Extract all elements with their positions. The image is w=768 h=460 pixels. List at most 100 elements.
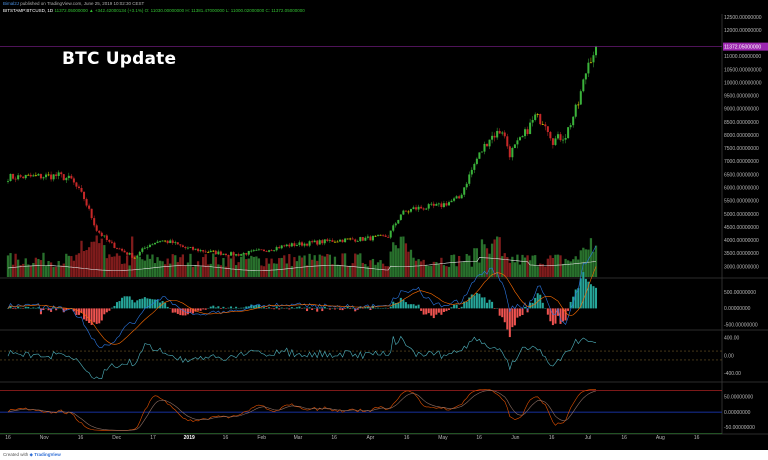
macd-histogram-bar — [480, 297, 483, 309]
volume-bar — [194, 265, 197, 277]
volume-bar — [371, 258, 375, 277]
candle-body — [161, 240, 164, 242]
oscillator-line — [7, 335, 597, 380]
volume-bar — [87, 247, 91, 277]
macd-histogram-bar — [17, 306, 20, 309]
volume-bar — [407, 251, 410, 277]
tradingview-brand[interactable]: TradingView — [34, 452, 61, 457]
volume-bar — [460, 262, 463, 277]
candle-body — [420, 206, 423, 209]
volume-bar — [546, 258, 549, 277]
volume-bar — [442, 265, 446, 277]
macd-histogram-bar — [141, 298, 144, 309]
candle-body — [333, 241, 336, 243]
candle-body — [493, 135, 496, 138]
macd-histogram-bar — [153, 299, 157, 309]
candle-body — [529, 122, 532, 135]
volume-bar — [488, 253, 491, 277]
macd-histogram-bar — [288, 308, 291, 310]
candle-body — [483, 143, 486, 152]
macd-histogram-bar — [402, 299, 405, 309]
volume-bar — [445, 266, 448, 277]
macd-histogram-bar — [346, 306, 349, 309]
volume-bar — [539, 263, 542, 277]
macd-histogram-bar — [19, 307, 22, 309]
volume-bar — [153, 263, 157, 277]
macd-histogram-bar — [65, 308, 68, 311]
volume-bar — [356, 254, 359, 277]
macd-histogram-bar — [113, 305, 116, 309]
volume-bar — [141, 259, 144, 277]
macd-histogram-bar — [349, 308, 352, 310]
macd-histogram-bar — [159, 302, 162, 309]
author-link[interactable]: Bimal2J — [3, 1, 20, 6]
candle-body — [392, 225, 395, 231]
macd-histogram-bar — [328, 308, 331, 310]
macd-histogram-bar — [377, 307, 380, 309]
candle-body — [351, 238, 354, 240]
volume-bar — [234, 265, 238, 277]
candle-body — [377, 234, 380, 236]
candle-body — [531, 119, 534, 123]
macd-histogram-bar — [397, 302, 400, 309]
volume-bar — [490, 243, 494, 277]
macd-histogram-bar — [432, 308, 435, 319]
candle-body — [247, 250, 250, 255]
macd-histogram-bar — [339, 308, 342, 310]
macd-histogram-bar — [501, 308, 504, 318]
candle-body — [589, 62, 592, 64]
stoch-k-line — [7, 389, 597, 431]
macd-histogram-bar — [98, 308, 101, 324]
price-tick-label: 9500.00000000 — [724, 94, 759, 100]
candle-body — [359, 237, 362, 242]
time-tick-label: Nov — [40, 435, 49, 441]
macd-histogram-bar — [364, 307, 367, 309]
volume-bar — [528, 260, 532, 277]
volume-bar — [16, 259, 20, 277]
candle-body — [52, 174, 55, 180]
candle-body — [313, 240, 316, 243]
macd-histogram-bar — [564, 308, 567, 321]
candle-body — [399, 214, 402, 220]
chart-canvas[interactable]: 11372.05000000 12500.00000000 12000.000000… — [0, 0, 768, 450]
volume-bar — [402, 236, 405, 277]
candle-body — [293, 243, 296, 246]
candle-body — [371, 236, 374, 241]
macd-histogram-bar — [12, 308, 15, 309]
candle-body — [207, 251, 210, 253]
stoch-tick-label: -50.00000000 — [724, 425, 755, 431]
volume-bar — [278, 258, 281, 277]
macd-histogram-bar — [516, 308, 519, 318]
candle-body — [567, 127, 570, 138]
candle-body — [404, 210, 407, 212]
candle-body — [88, 205, 91, 209]
volume-bar — [171, 254, 174, 277]
macd-histogram-bar — [536, 293, 539, 309]
candle-body — [278, 247, 281, 249]
volume-bar — [412, 257, 415, 277]
time-tick-label: 16 — [78, 435, 84, 441]
volume-bar — [437, 264, 441, 277]
macd-histogram-bar — [186, 308, 189, 315]
candle-body — [98, 230, 101, 233]
macd-histogram-bar — [93, 308, 96, 323]
volume-bar — [199, 266, 202, 277]
volume-bar — [283, 255, 286, 277]
volume-bar — [392, 242, 395, 277]
volume-bar — [503, 253, 506, 277]
volume-bar — [496, 236, 499, 277]
ohlc-values: 11372.05000000 ▲ +342.42000134 (+3.1%) O… — [54, 8, 305, 13]
candle-body — [131, 253, 134, 258]
candle-body — [323, 239, 326, 244]
volume-bar — [594, 245, 598, 277]
volume-bar — [252, 256, 255, 277]
volume-bar — [217, 264, 220, 277]
volume-bar — [582, 247, 585, 277]
macd-histogram-bar — [148, 298, 151, 309]
volume-bar — [379, 260, 382, 277]
candle-body — [455, 196, 458, 199]
time-tick-label: 16 — [476, 435, 482, 441]
candle-body — [166, 240, 169, 244]
candle-body — [341, 239, 344, 243]
volume-bar — [399, 236, 402, 277]
